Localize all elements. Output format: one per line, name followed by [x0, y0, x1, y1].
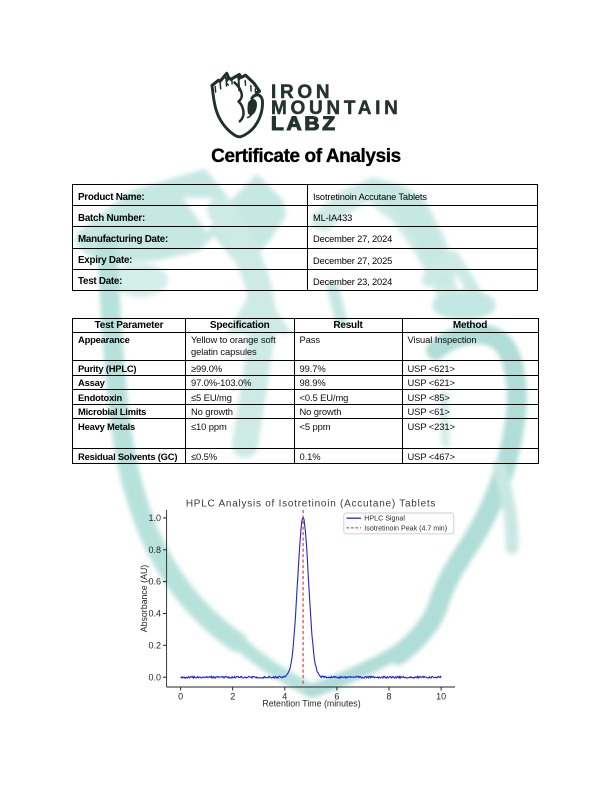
svg-text:0.0: 0.0	[148, 672, 161, 682]
svg-text:4: 4	[282, 692, 287, 702]
svg-text:0: 0	[178, 692, 183, 702]
svg-text:10: 10	[436, 692, 446, 702]
svg-text:6: 6	[334, 692, 339, 702]
svg-text:0.8: 0.8	[148, 545, 161, 555]
svg-text:Absorbance (AU): Absorbance (AU)	[139, 565, 149, 633]
svg-text:0.6: 0.6	[148, 577, 161, 587]
svg-text:Retention Time (minutes): Retention Time (minutes)	[262, 699, 360, 709]
svg-text:1.0: 1.0	[148, 513, 161, 523]
svg-text:8: 8	[386, 692, 391, 702]
svg-text:0.4: 0.4	[148, 609, 161, 619]
svg-text:HPLC Signal: HPLC Signal	[364, 515, 405, 523]
svg-text:Isotretinoin Peak (4.7 min): Isotretinoin Peak (4.7 min)	[364, 524, 447, 532]
svg-text:HPLC Analysis of Isotretinoin: HPLC Analysis of Isotretinoin (Accutane)…	[186, 499, 436, 510]
svg-text:0.2: 0.2	[148, 640, 161, 650]
svg-text:2: 2	[230, 692, 235, 702]
